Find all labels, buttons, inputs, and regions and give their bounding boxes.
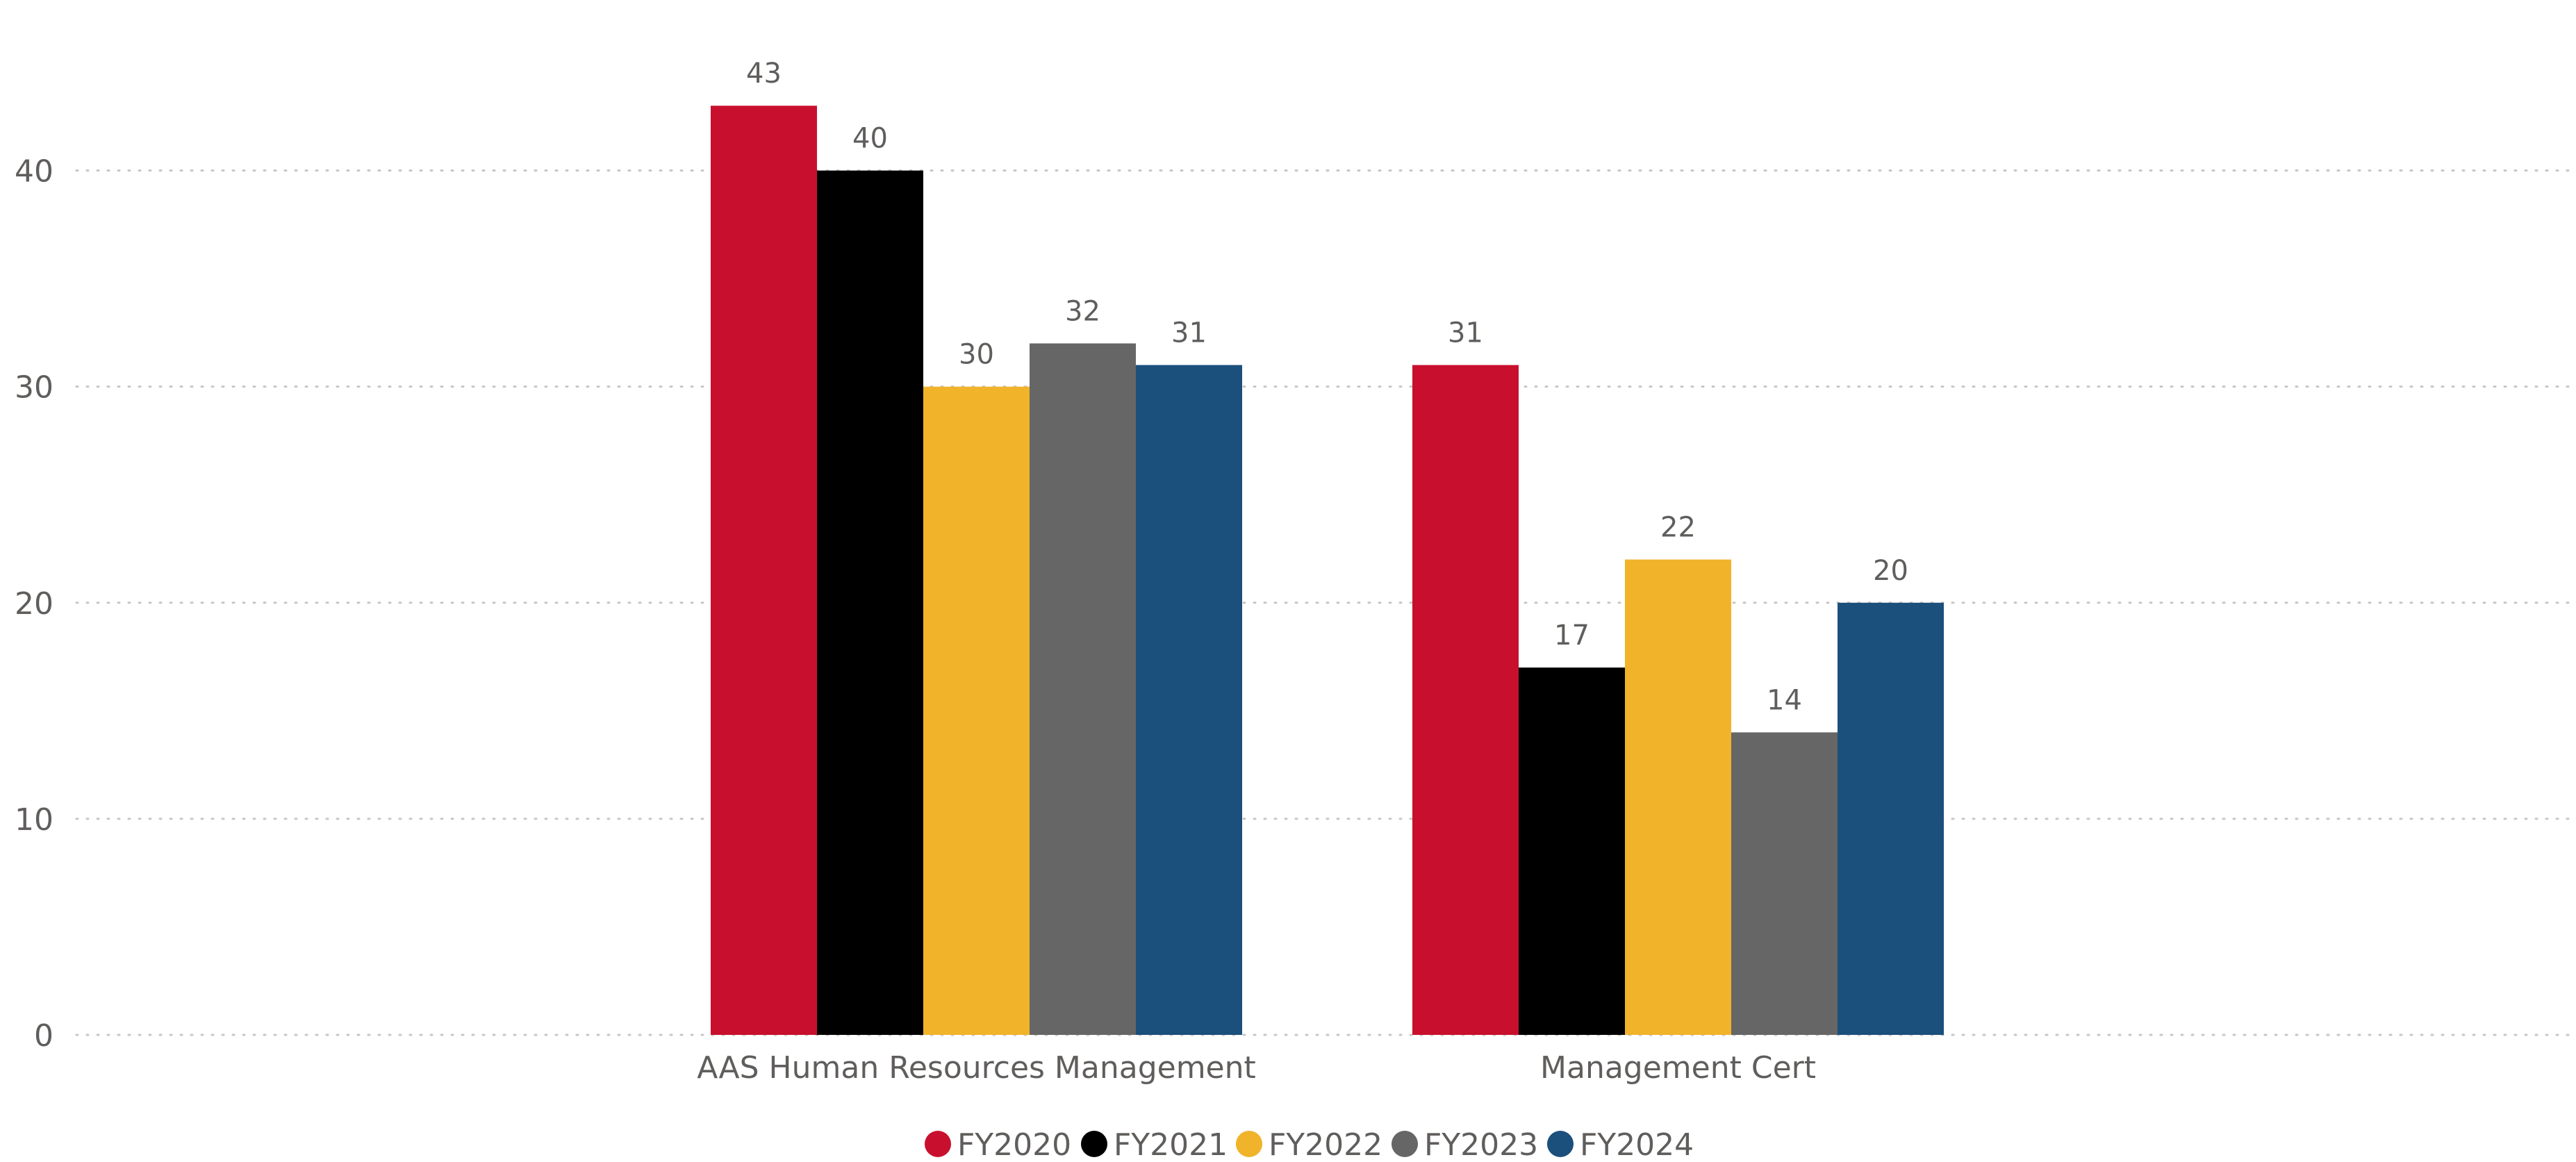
- legend-marker: [1081, 1131, 1107, 1157]
- legend: FY2020 FY2021 FY2022 FY2023 FY2024: [925, 1127, 1694, 1162]
- data-label: 14: [1767, 684, 1802, 716]
- legend-label: FY2022: [1269, 1127, 1382, 1159]
- data-label: 20: [1873, 555, 1908, 587]
- x-tick-label: AAS Human Resources Management: [697, 1050, 1256, 1086]
- legend-item-fy2022[interactable]: FY2022: [1236, 1127, 1382, 1162]
- data-label: 40: [852, 123, 888, 155]
- x-tick-label: Management Cert: [1540, 1050, 1816, 1086]
- y-axis: 0 10 20 30 40: [15, 154, 53, 1054]
- legend-marker: [1547, 1131, 1574, 1157]
- legend-marker: [925, 1131, 951, 1157]
- data-label: 43: [746, 58, 782, 90]
- y-tick-label: 20: [15, 586, 53, 622]
- bar-fy2021-2[interactable]: [1519, 667, 1625, 1035]
- legend-item-fy2023[interactable]: FY2023: [1392, 1127, 1538, 1162]
- y-tick-label: 30: [15, 370, 53, 406]
- bar-fy2023-2[interactable]: [1731, 732, 1838, 1035]
- bar-fy2020-1[interactable]: [711, 106, 817, 1036]
- bar-fy2020-2[interactable]: [1412, 365, 1519, 1035]
- bar-fy2022-1[interactable]: [923, 386, 1030, 1035]
- bars: [711, 106, 1944, 1036]
- y-tick-label: 10: [15, 802, 53, 838]
- y-tick-label: 0: [34, 1018, 53, 1054]
- data-label: 31: [1171, 317, 1207, 349]
- legend-marker: [1392, 1131, 1418, 1157]
- legend-label: FY2021: [1114, 1127, 1228, 1159]
- bar-fy2021-1[interactable]: [817, 170, 923, 1036]
- gridlines: [75, 169, 2576, 1036]
- data-label: 31: [1448, 317, 1483, 349]
- y-tick-label: 40: [15, 154, 53, 190]
- data-label: 17: [1554, 620, 1590, 651]
- legend-item-fy2020[interactable]: FY2020: [925, 1127, 1071, 1162]
- data-label: 22: [1660, 512, 1696, 544]
- legend-marker: [1236, 1131, 1262, 1157]
- legend-label: FY2020: [957, 1127, 1071, 1159]
- legend-label: FY2023: [1424, 1127, 1538, 1159]
- legend-item-fy2024[interactable]: FY2024: [1547, 1127, 1694, 1162]
- bar-fy2024-2[interactable]: [1838, 602, 1944, 1035]
- bar-fy2024-1[interactable]: [1136, 365, 1242, 1035]
- legend-item-fy2021[interactable]: FY2021: [1081, 1127, 1228, 1162]
- data-label: 30: [959, 339, 994, 371]
- bar-fy2022-2[interactable]: [1625, 559, 1731, 1035]
- legend-label: FY2024: [1580, 1127, 1694, 1159]
- bar-fy2023-1[interactable]: [1030, 343, 1136, 1035]
- data-label: 32: [1065, 295, 1100, 327]
- x-axis: AAS Human Resources Management Management…: [697, 1050, 1816, 1086]
- data-labels: 43 40 30 32 31 31 17 22 14 20: [746, 58, 1908, 716]
